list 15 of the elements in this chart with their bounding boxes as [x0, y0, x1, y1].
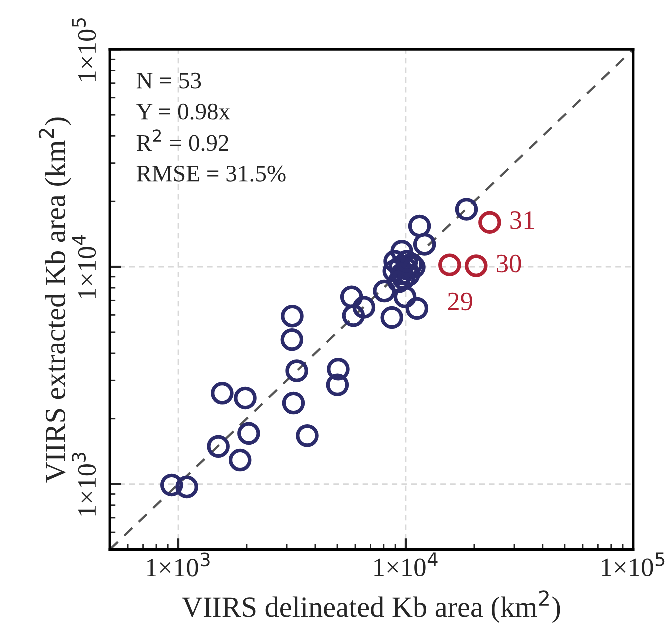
x-tick-label: 1×10$^{5}$	[602, 552, 665, 577]
annotation: 30	[497, 254, 522, 273]
annotation: 31	[510, 212, 534, 230]
x-axis-title: VIIRS delineated Kb area (km$^{2}$)	[182, 590, 560, 624]
annotation: R$^{2}$ = 0.92	[136, 130, 228, 152]
annotation: Y = 0.98x	[136, 104, 230, 120]
y-tick-label: 1×10$^{3}$	[72, 452, 96, 516]
y-tick-label: 1×10$^{4}$	[72, 235, 96, 298]
x-tick-label: 1×10$^{4}$	[374, 552, 438, 577]
annotation: 29	[448, 292, 472, 311]
y-axis-title: VIIRS extracted Kb area (km$^{2}$)	[38, 118, 72, 483]
annotation: N = 53	[136, 72, 202, 89]
annotation: RMSE = 31.5%	[136, 166, 286, 182]
y-tick-label: 1×10$^{5}$	[72, 18, 96, 82]
x-tick-label: 1×10$^{3}$	[147, 552, 210, 577]
